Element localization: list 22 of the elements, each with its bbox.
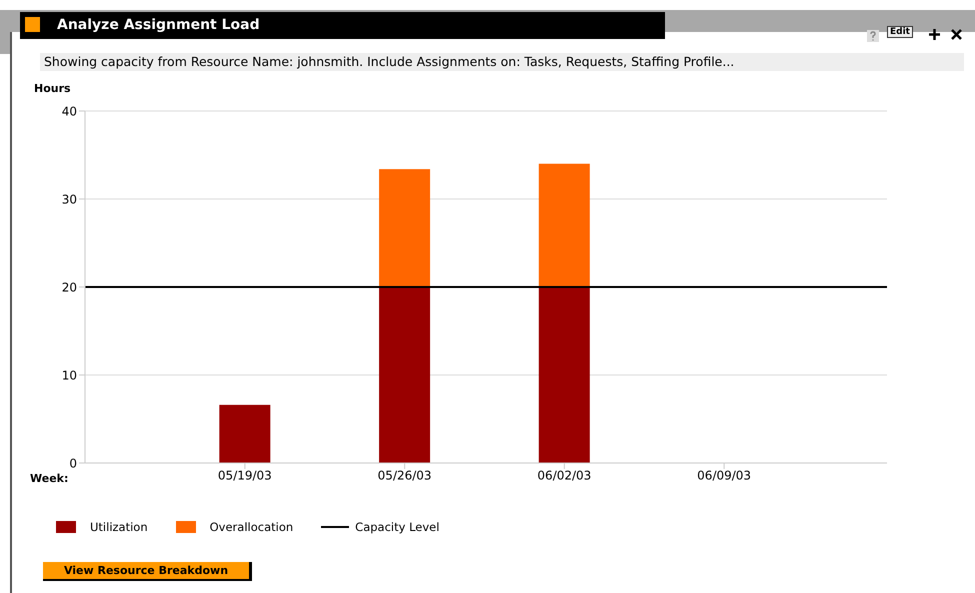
- x-tick-label: 05/26/03: [378, 468, 432, 483]
- bar: [538, 287, 590, 463]
- chart-subtitle: Showing capacity from Resource Name: johnsmith. Include Assignments on: Tasks, Requests, Staffing Profile...: [40, 53, 964, 71]
- legend-label: Overallocation: [210, 520, 294, 534]
- x-axis-title: Week:: [30, 472, 68, 485]
- legend-label: Utilization: [90, 520, 148, 534]
- y-axis-title: Hours: [34, 82, 71, 95]
- chart-title: Analyze Assignment Load: [57, 17, 260, 33]
- legend-label: Capacity Level: [355, 520, 440, 534]
- text: Edit: [887, 26, 913, 38]
- y-tick-label: 0: [69, 456, 77, 470]
- bar: [379, 169, 430, 287]
- bar: [379, 287, 430, 463]
- bar: [219, 404, 270, 463]
- y-tick-label: 10: [62, 368, 77, 382]
- y-tick-label: 40: [62, 104, 77, 118]
- y-tick-label: 30: [62, 192, 77, 206]
- y-tick-label: 20: [62, 280, 77, 294]
- x-tick-label: 06/09/03: [697, 468, 752, 483]
- x-tick-label: 05/19/03: [218, 468, 272, 483]
- x-tick-label: 06/02/03: [537, 468, 592, 483]
- bar: [538, 164, 590, 287]
